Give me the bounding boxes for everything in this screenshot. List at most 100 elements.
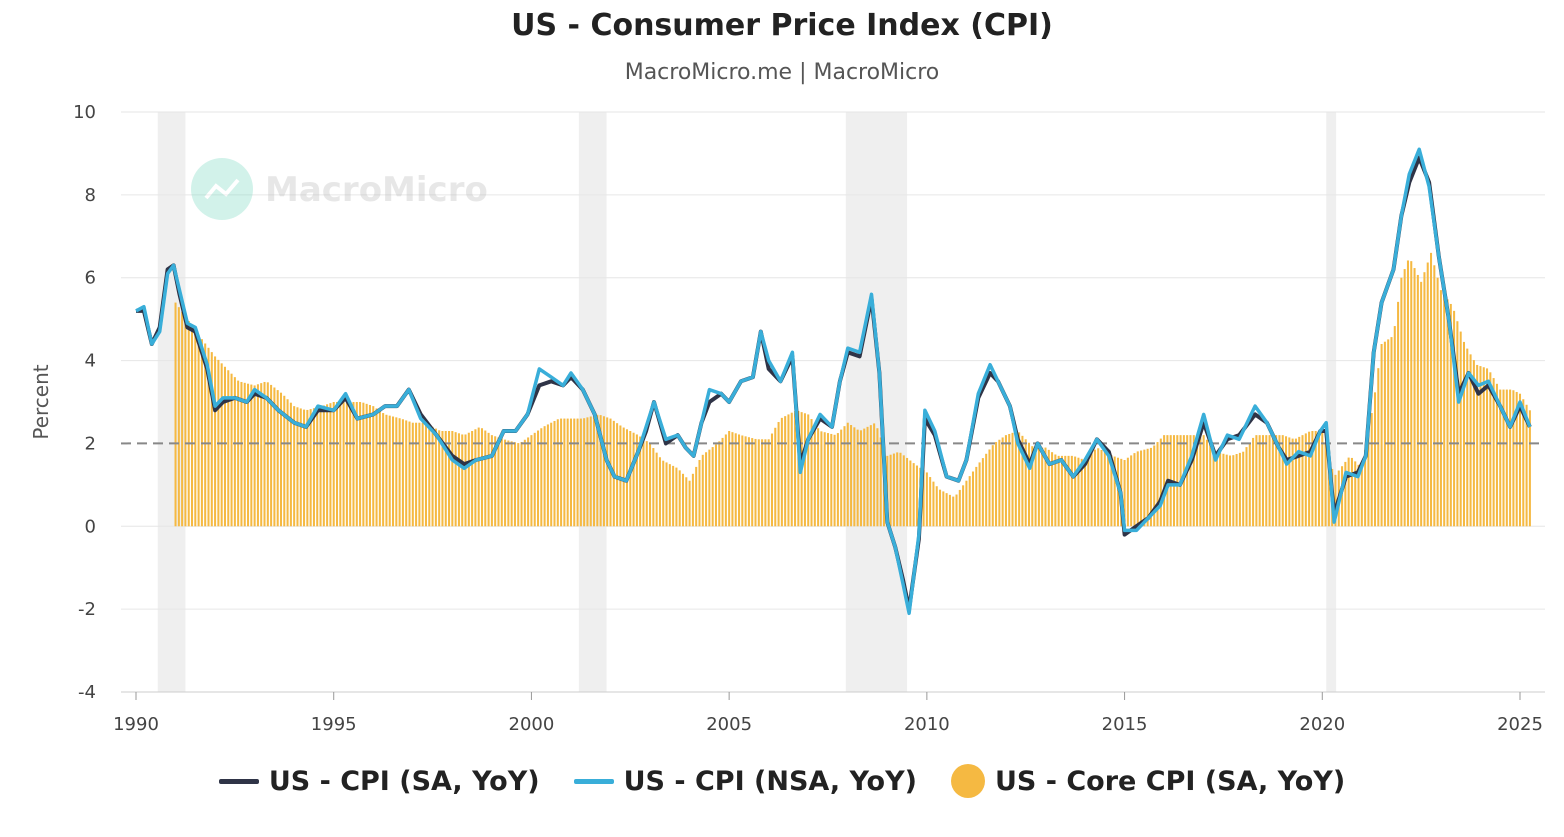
core-cpi-bar xyxy=(1380,344,1383,527)
core-cpi-bar xyxy=(1021,435,1024,527)
core-cpi-bar xyxy=(1265,435,1268,527)
core-cpi-bar xyxy=(909,460,912,527)
core-cpi-bar xyxy=(985,453,988,527)
core-cpi-bar xyxy=(286,399,289,527)
recession-bands xyxy=(157,112,1337,692)
core-cpi-bar xyxy=(461,434,464,527)
core-cpi-bar xyxy=(448,431,451,527)
core-cpi-bar xyxy=(948,494,951,527)
core-cpi-bar xyxy=(401,419,404,527)
core-cpi-bar xyxy=(1281,435,1284,527)
core-cpi-bar xyxy=(263,381,266,527)
core-cpi-bar xyxy=(1453,310,1456,527)
core-cpi-bar xyxy=(734,433,737,527)
core-cpi-bar xyxy=(247,383,250,527)
y-tick-label: -2 xyxy=(78,599,96,620)
core-cpi-bar xyxy=(1060,455,1063,527)
core-cpi-bar xyxy=(306,409,309,527)
cpi-sa-line xyxy=(136,155,1532,612)
core-cpi-bar xyxy=(1001,437,1004,527)
core-cpi-bar xyxy=(744,436,747,527)
core-cpi-bar xyxy=(1107,453,1110,527)
core-cpi-bar xyxy=(1294,438,1297,527)
core-cpi-bar xyxy=(1525,404,1528,527)
core-cpi-bar xyxy=(1291,438,1294,527)
core-cpi-bar xyxy=(955,494,958,527)
legend-item-cpi-nsa[interactable]: US - CPI (NSA, YoY) xyxy=(573,766,917,797)
core-cpi-bar xyxy=(312,408,315,527)
core-cpi-bar xyxy=(270,384,273,527)
core-cpi-bar xyxy=(1205,439,1208,527)
core-cpi-bar xyxy=(177,307,180,527)
core-cpi-bar xyxy=(662,460,665,527)
core-cpi-bar xyxy=(1449,303,1452,527)
core-cpi-bar xyxy=(553,420,556,527)
legend-item-cpi-sa[interactable]: US - CPI (SA, YoY) xyxy=(218,766,540,797)
core-cpi-bar xyxy=(1209,444,1212,527)
core-cpi-bar xyxy=(299,408,302,527)
core-cpi-bar xyxy=(563,418,566,527)
core-cpi-bar xyxy=(1344,461,1347,527)
core-cpi-bar xyxy=(326,404,329,527)
core-cpi-bar xyxy=(415,422,418,527)
y-tick-label: 6 xyxy=(85,268,96,289)
core-cpi-bar xyxy=(1492,378,1495,527)
core-cpi-bar xyxy=(1212,448,1215,527)
core-cpi-bar xyxy=(477,427,480,527)
core-cpi-bar xyxy=(504,439,507,527)
core-cpi-bar xyxy=(1123,460,1126,527)
core-cpi-bar xyxy=(794,410,797,527)
core-cpi-bar xyxy=(1406,260,1409,527)
core-cpi-bar xyxy=(1479,366,1482,527)
x-tick-label: 2020 xyxy=(1299,714,1345,735)
core-cpi-bar xyxy=(1321,431,1324,527)
core-cpi-bar xyxy=(1235,454,1238,527)
core-cpi-bar xyxy=(859,430,862,527)
core-cpi-bar xyxy=(1426,262,1429,527)
core-cpi-bar xyxy=(826,433,830,527)
core-cpi-bar xyxy=(1518,393,1522,527)
x-tick-label: 1995 xyxy=(311,714,357,735)
core-cpi-bar xyxy=(678,470,681,527)
core-cpi-bar xyxy=(1159,438,1162,527)
core-cpi-bar xyxy=(289,402,292,527)
core-cpi-bar xyxy=(1113,456,1116,527)
core-cpi-bar xyxy=(978,462,981,527)
core-cpi-bar xyxy=(962,485,965,527)
core-cpi-bar xyxy=(1080,458,1083,527)
core-cpi-bar xyxy=(1285,436,1288,527)
core-cpi-bar xyxy=(817,428,820,527)
core-cpi-bar xyxy=(1261,435,1264,527)
core-cpi-bar xyxy=(1163,435,1166,527)
legend-item-core-cpi[interactable]: US - Core CPI (SA, YoY) xyxy=(950,764,1345,798)
core-cpi-bar xyxy=(1215,452,1218,527)
core-cpi-bar xyxy=(1505,389,1508,527)
core-cpi-bar xyxy=(293,406,296,527)
core-cpi-bar xyxy=(1430,252,1433,527)
core-cpi-bar xyxy=(1077,457,1080,527)
core-cpi-bar xyxy=(593,415,596,527)
core-cpi-bar xyxy=(256,384,259,527)
core-cpi-bar xyxy=(441,431,444,527)
y-tick-label: 4 xyxy=(85,351,96,372)
core-cpi-bar xyxy=(665,462,668,527)
core-cpi-bar xyxy=(777,422,780,527)
core-cpi-bar xyxy=(757,439,760,527)
core-cpi-bar xyxy=(971,471,975,527)
watermark-logo-icon xyxy=(191,158,253,220)
core-cpi-bar xyxy=(181,311,184,527)
core-cpi-bar xyxy=(1334,474,1337,527)
core-cpi-bar xyxy=(214,356,217,527)
core-cpi-bar xyxy=(1252,437,1255,527)
core-cpi-bar xyxy=(421,422,424,527)
core-cpi-bar xyxy=(1024,439,1027,527)
core-cpi-bar xyxy=(1347,457,1350,527)
core-cpi-bar xyxy=(200,339,203,527)
core-cpi-bar xyxy=(988,449,991,527)
core-cpi-bar xyxy=(1156,442,1159,527)
core-cpi-bar xyxy=(1130,455,1133,527)
core-cpi-bar xyxy=(536,430,540,527)
core-cpi-bar xyxy=(279,392,283,527)
core-cpi-bar xyxy=(724,434,727,527)
core-cpi-bar xyxy=(599,415,602,527)
